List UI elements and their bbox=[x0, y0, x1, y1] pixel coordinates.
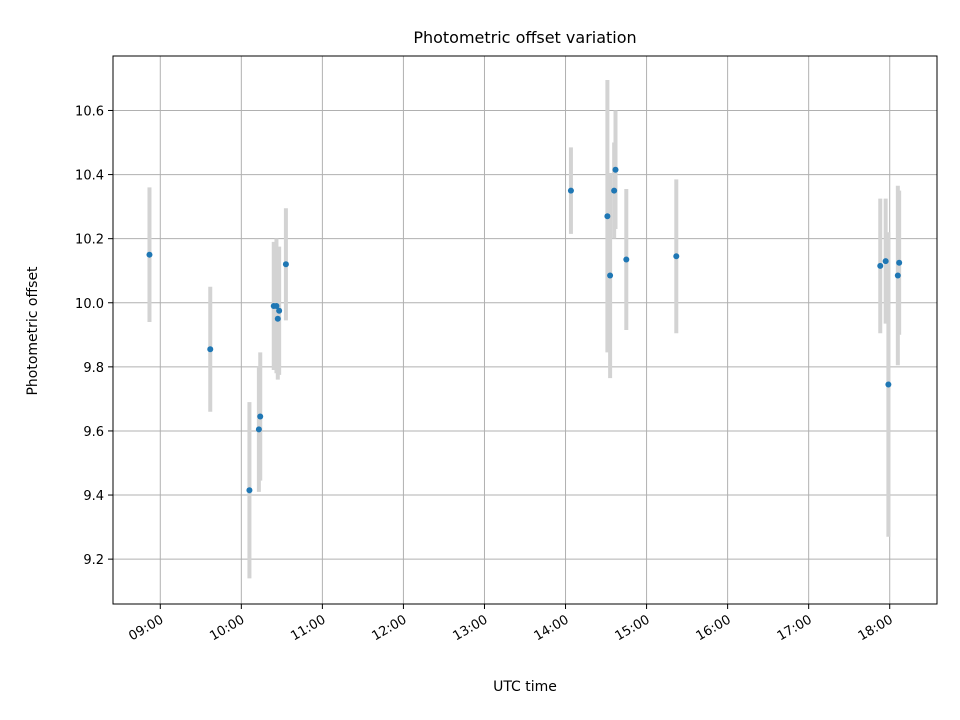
x-tick-label: 12:00 bbox=[369, 612, 409, 644]
x-tick-label: 17:00 bbox=[775, 612, 815, 644]
data-point bbox=[274, 315, 281, 322]
grid bbox=[113, 56, 937, 604]
y-ticks: 9.2 9.4 9.6 9.8 10.0 10.2 10.4 10.6 bbox=[75, 104, 113, 568]
x-tick-label: 09:00 bbox=[126, 612, 166, 644]
x-tick-label: 14:00 bbox=[532, 612, 572, 644]
x-tick-label: 16:00 bbox=[694, 612, 734, 644]
data-point bbox=[611, 187, 618, 194]
data-point bbox=[276, 307, 283, 314]
x-axis-label: UTC time bbox=[493, 679, 557, 695]
data-point bbox=[257, 413, 264, 420]
x-ticks: 09:00 10:00 11:00 12:00 13:00 14:00 15:00 16:00… bbox=[126, 604, 896, 644]
y-axis-label: Photometric offset bbox=[25, 266, 41, 396]
y-tick-label: 10.0 bbox=[75, 297, 104, 312]
data-point bbox=[567, 187, 574, 194]
x-tick-label: 11:00 bbox=[288, 612, 328, 644]
y-tick-label: 9.6 bbox=[83, 425, 104, 440]
data-point bbox=[896, 259, 903, 266]
data-point bbox=[255, 426, 262, 433]
chart-title: Photometric offset variation bbox=[413, 28, 636, 47]
data-point bbox=[623, 256, 630, 263]
data-point bbox=[282, 261, 289, 268]
y-tick-label: 10.2 bbox=[75, 233, 104, 248]
error-bars bbox=[147, 80, 902, 579]
x-tick-label: 18:00 bbox=[856, 612, 896, 644]
y-tick-label: 10.6 bbox=[75, 104, 104, 119]
x-tick-label: 13:00 bbox=[451, 612, 491, 644]
y-tick-label: 9.4 bbox=[83, 489, 104, 504]
data-point bbox=[877, 262, 884, 269]
data-point bbox=[607, 272, 614, 279]
data-point bbox=[246, 487, 253, 494]
data-point bbox=[604, 213, 611, 220]
data-point bbox=[273, 302, 280, 309]
plot-frame bbox=[112, 55, 938, 605]
data-point bbox=[882, 258, 889, 265]
x-tick-label: 10:00 bbox=[207, 612, 247, 644]
data-point bbox=[207, 346, 214, 353]
data-points bbox=[146, 166, 903, 494]
y-tick-label: 10.4 bbox=[75, 169, 104, 184]
data-point bbox=[894, 272, 901, 279]
x-tick-label: 15:00 bbox=[613, 612, 653, 644]
data-point bbox=[673, 253, 680, 260]
data-point bbox=[885, 381, 892, 388]
y-tick-label: 9.8 bbox=[83, 361, 104, 376]
data-point bbox=[146, 251, 153, 258]
data-point bbox=[612, 166, 619, 173]
y-tick-label: 9.2 bbox=[83, 553, 104, 568]
